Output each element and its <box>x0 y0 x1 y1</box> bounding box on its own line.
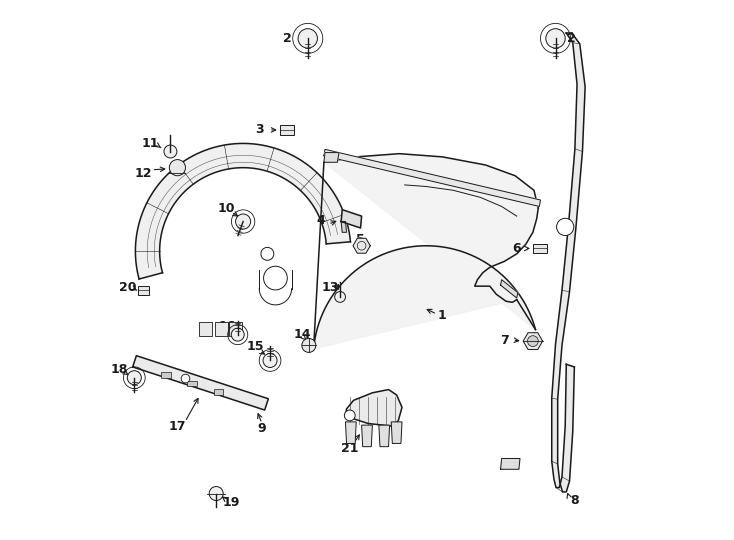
Circle shape <box>181 374 190 383</box>
Polygon shape <box>187 381 197 386</box>
Text: 2: 2 <box>567 32 576 45</box>
Polygon shape <box>161 372 170 377</box>
Circle shape <box>335 292 346 302</box>
Circle shape <box>170 160 186 176</box>
Polygon shape <box>324 153 339 163</box>
Circle shape <box>236 214 250 229</box>
Text: 15: 15 <box>246 340 264 353</box>
Text: 17: 17 <box>169 420 186 433</box>
Polygon shape <box>313 154 538 349</box>
Text: 21: 21 <box>341 442 358 455</box>
Circle shape <box>231 328 244 341</box>
Text: 6: 6 <box>512 242 521 255</box>
Polygon shape <box>346 422 356 443</box>
Text: 8: 8 <box>570 494 578 507</box>
Polygon shape <box>501 458 520 469</box>
Circle shape <box>164 145 177 158</box>
Text: 13: 13 <box>321 281 339 294</box>
Circle shape <box>261 247 274 260</box>
Polygon shape <box>391 422 402 443</box>
Text: 19: 19 <box>222 496 240 509</box>
Circle shape <box>264 266 287 290</box>
Polygon shape <box>379 425 390 447</box>
Circle shape <box>263 354 277 368</box>
Circle shape <box>344 410 355 421</box>
Polygon shape <box>346 389 402 426</box>
Polygon shape <box>341 210 362 228</box>
Text: 2: 2 <box>283 32 291 45</box>
Text: 1: 1 <box>438 309 447 322</box>
Polygon shape <box>228 322 241 335</box>
Polygon shape <box>523 333 542 349</box>
Text: 14: 14 <box>294 328 311 341</box>
Circle shape <box>209 487 223 501</box>
Polygon shape <box>362 425 372 447</box>
Polygon shape <box>215 322 228 335</box>
Text: 12: 12 <box>135 166 152 179</box>
Polygon shape <box>324 150 540 206</box>
Polygon shape <box>137 286 150 295</box>
Polygon shape <box>552 33 585 492</box>
Text: 18: 18 <box>111 363 128 376</box>
Polygon shape <box>280 125 294 135</box>
Text: 16: 16 <box>218 320 236 333</box>
Text: 3: 3 <box>255 124 264 137</box>
Circle shape <box>556 218 574 235</box>
Circle shape <box>302 339 316 353</box>
Circle shape <box>546 29 565 48</box>
Text: 4: 4 <box>317 214 326 227</box>
Polygon shape <box>534 244 548 253</box>
Polygon shape <box>353 238 370 253</box>
Polygon shape <box>135 144 350 279</box>
Circle shape <box>127 371 142 384</box>
Polygon shape <box>199 322 212 335</box>
Text: 20: 20 <box>119 281 136 294</box>
Polygon shape <box>133 356 269 410</box>
Text: 10: 10 <box>217 201 235 214</box>
Text: 7: 7 <box>500 334 509 347</box>
Text: 9: 9 <box>258 422 266 435</box>
Text: 11: 11 <box>142 137 159 150</box>
Polygon shape <box>214 389 223 395</box>
Polygon shape <box>341 221 346 232</box>
Polygon shape <box>501 280 517 298</box>
Text: 5: 5 <box>356 233 365 246</box>
Circle shape <box>298 29 317 48</box>
Circle shape <box>528 336 538 347</box>
